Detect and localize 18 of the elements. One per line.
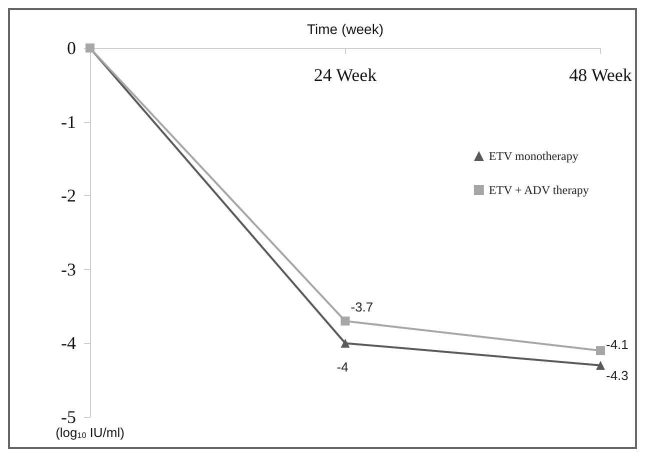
data-label: -4.1 <box>606 337 628 352</box>
x-tick-label: 24 Week <box>314 65 377 85</box>
y-tick-label: 0 <box>67 38 76 58</box>
y-tick-label: -4 <box>61 333 76 354</box>
point <box>596 346 605 356</box>
y-tick-label: -2 <box>61 186 76 206</box>
data-label: -3.7 <box>350 300 374 315</box>
x-axis-title: Time (week) <box>306 21 384 37</box>
y-tick-label: -3 <box>61 259 76 280</box>
x-tick-label: 48 Week <box>569 65 632 85</box>
y-tick-label: -5 <box>61 407 76 427</box>
legend-label: ETV monotherapy <box>488 149 578 163</box>
data-label: -4.3 <box>606 368 628 383</box>
point <box>340 316 350 326</box>
data-label: -4 <box>336 360 348 375</box>
y-tick-label: -1 <box>61 112 76 132</box>
legend-label: ETV + ADV therapy <box>488 183 589 197</box>
y-axis-title: (log10 IU/ml) <box>56 424 124 440</box>
